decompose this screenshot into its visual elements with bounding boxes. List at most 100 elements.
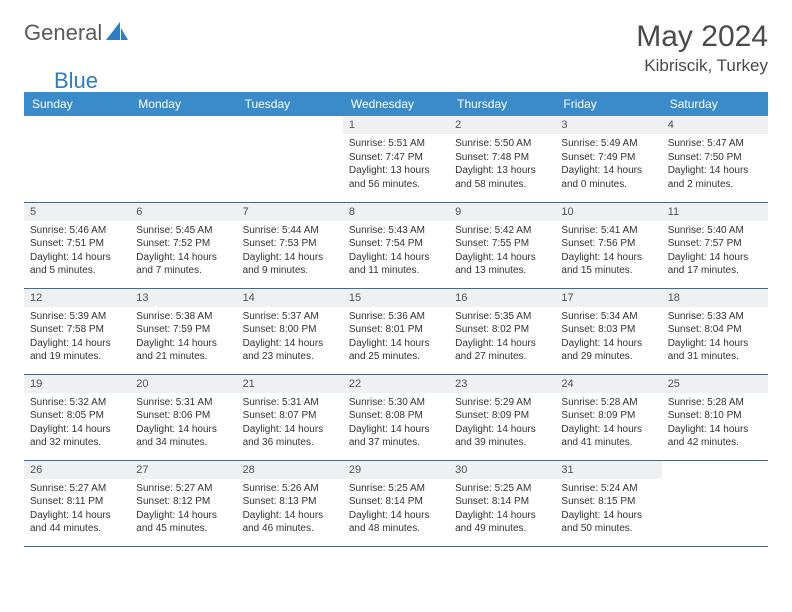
- day-info: Sunrise: 5:28 AMSunset: 8:09 PMDaylight:…: [555, 393, 661, 454]
- day-number: 18: [662, 289, 768, 307]
- calendar-cell: 11Sunrise: 5:40 AMSunset: 7:57 PMDayligh…: [662, 202, 768, 288]
- day-number: 1: [343, 116, 449, 134]
- day-header: Wednesday: [343, 92, 449, 116]
- calendar-week-row: 12Sunrise: 5:39 AMSunset: 7:58 PMDayligh…: [24, 288, 768, 374]
- calendar-cell: [130, 116, 236, 202]
- day-number: 25: [662, 375, 768, 393]
- day-info: Sunrise: 5:31 AMSunset: 8:06 PMDaylight:…: [130, 393, 236, 454]
- day-number: 26: [24, 461, 130, 479]
- calendar-cell: 9Sunrise: 5:42 AMSunset: 7:55 PMDaylight…: [449, 202, 555, 288]
- day-header: Monday: [130, 92, 236, 116]
- day-number: 29: [343, 461, 449, 479]
- day-number: 5: [24, 203, 130, 221]
- day-number: 2: [449, 116, 555, 134]
- day-number: 4: [662, 116, 768, 134]
- calendar-week-row: 5Sunrise: 5:46 AMSunset: 7:51 PMDaylight…: [24, 202, 768, 288]
- day-number: 23: [449, 375, 555, 393]
- calendar-cell: 24Sunrise: 5:28 AMSunset: 8:09 PMDayligh…: [555, 374, 661, 460]
- day-number: 15: [343, 289, 449, 307]
- calendar-week-row: 1Sunrise: 5:51 AMSunset: 7:47 PMDaylight…: [24, 116, 768, 202]
- day-number: 19: [24, 375, 130, 393]
- day-number: 16: [449, 289, 555, 307]
- day-number: 11: [662, 203, 768, 221]
- day-number: 27: [130, 461, 236, 479]
- day-info: Sunrise: 5:24 AMSunset: 8:15 PMDaylight:…: [555, 479, 661, 540]
- calendar-cell: 10Sunrise: 5:41 AMSunset: 7:56 PMDayligh…: [555, 202, 661, 288]
- day-info: Sunrise: 5:29 AMSunset: 8:09 PMDaylight:…: [449, 393, 555, 454]
- day-info: Sunrise: 5:41 AMSunset: 7:56 PMDaylight:…: [555, 221, 661, 282]
- calendar-cell: 17Sunrise: 5:34 AMSunset: 8:03 PMDayligh…: [555, 288, 661, 374]
- day-number: 9: [449, 203, 555, 221]
- logo-text-blue: Blue: [54, 68, 98, 94]
- day-info: Sunrise: 5:31 AMSunset: 8:07 PMDaylight:…: [237, 393, 343, 454]
- day-number: 7: [237, 203, 343, 221]
- title-block: May 2024 Kibriscik, Turkey: [636, 20, 768, 76]
- day-header: Friday: [555, 92, 661, 116]
- day-info: Sunrise: 5:27 AMSunset: 8:12 PMDaylight:…: [130, 479, 236, 540]
- day-info: Sunrise: 5:30 AMSunset: 8:08 PMDaylight:…: [343, 393, 449, 454]
- calendar-cell: [662, 460, 768, 546]
- day-number: 30: [449, 461, 555, 479]
- location-label: Kibriscik, Turkey: [636, 56, 768, 76]
- day-number: 13: [130, 289, 236, 307]
- day-header: Tuesday: [237, 92, 343, 116]
- day-number: 10: [555, 203, 661, 221]
- calendar-cell: [24, 116, 130, 202]
- month-title: May 2024: [636, 20, 768, 54]
- day-header: Thursday: [449, 92, 555, 116]
- calendar-cell: 14Sunrise: 5:37 AMSunset: 8:00 PMDayligh…: [237, 288, 343, 374]
- calendar-cell: 12Sunrise: 5:39 AMSunset: 7:58 PMDayligh…: [24, 288, 130, 374]
- day-info: Sunrise: 5:33 AMSunset: 8:04 PMDaylight:…: [662, 307, 768, 368]
- day-info: Sunrise: 5:36 AMSunset: 8:01 PMDaylight:…: [343, 307, 449, 368]
- calendar-cell: 30Sunrise: 5:25 AMSunset: 8:14 PMDayligh…: [449, 460, 555, 546]
- calendar-cell: 18Sunrise: 5:33 AMSunset: 8:04 PMDayligh…: [662, 288, 768, 374]
- calendar-table: SundayMondayTuesdayWednesdayThursdayFrid…: [24, 92, 768, 547]
- day-info: Sunrise: 5:25 AMSunset: 8:14 PMDaylight:…: [449, 479, 555, 540]
- calendar-cell: 1Sunrise: 5:51 AMSunset: 7:47 PMDaylight…: [343, 116, 449, 202]
- day-number: 22: [343, 375, 449, 393]
- calendar-cell: 19Sunrise: 5:32 AMSunset: 8:05 PMDayligh…: [24, 374, 130, 460]
- logo: General: [24, 20, 130, 46]
- calendar-cell: 29Sunrise: 5:25 AMSunset: 8:14 PMDayligh…: [343, 460, 449, 546]
- logo-text-general: General: [24, 20, 102, 46]
- calendar-cell: 15Sunrise: 5:36 AMSunset: 8:01 PMDayligh…: [343, 288, 449, 374]
- calendar-body: 1Sunrise: 5:51 AMSunset: 7:47 PMDaylight…: [24, 116, 768, 546]
- day-info: Sunrise: 5:49 AMSunset: 7:49 PMDaylight:…: [555, 134, 661, 195]
- calendar-week-row: 26Sunrise: 5:27 AMSunset: 8:11 PMDayligh…: [24, 460, 768, 546]
- day-info: Sunrise: 5:40 AMSunset: 7:57 PMDaylight:…: [662, 221, 768, 282]
- day-info: Sunrise: 5:37 AMSunset: 8:00 PMDaylight:…: [237, 307, 343, 368]
- calendar-cell: 6Sunrise: 5:45 AMSunset: 7:52 PMDaylight…: [130, 202, 236, 288]
- calendar-cell: 28Sunrise: 5:26 AMSunset: 8:13 PMDayligh…: [237, 460, 343, 546]
- day-number: 21: [237, 375, 343, 393]
- day-info: Sunrise: 5:51 AMSunset: 7:47 PMDaylight:…: [343, 134, 449, 195]
- calendar-cell: [237, 116, 343, 202]
- calendar-cell: 4Sunrise: 5:47 AMSunset: 7:50 PMDaylight…: [662, 116, 768, 202]
- day-info: Sunrise: 5:34 AMSunset: 8:03 PMDaylight:…: [555, 307, 661, 368]
- day-number: 12: [24, 289, 130, 307]
- day-number: 20: [130, 375, 236, 393]
- calendar-cell: 25Sunrise: 5:28 AMSunset: 8:10 PMDayligh…: [662, 374, 768, 460]
- calendar-week-row: 19Sunrise: 5:32 AMSunset: 8:05 PMDayligh…: [24, 374, 768, 460]
- day-header: Sunday: [24, 92, 130, 116]
- day-info: Sunrise: 5:32 AMSunset: 8:05 PMDaylight:…: [24, 393, 130, 454]
- calendar-cell: 16Sunrise: 5:35 AMSunset: 8:02 PMDayligh…: [449, 288, 555, 374]
- calendar-head: SundayMondayTuesdayWednesdayThursdayFrid…: [24, 92, 768, 116]
- day-number: 24: [555, 375, 661, 393]
- day-info: Sunrise: 5:45 AMSunset: 7:52 PMDaylight:…: [130, 221, 236, 282]
- calendar-cell: 27Sunrise: 5:27 AMSunset: 8:12 PMDayligh…: [130, 460, 236, 546]
- day-info: Sunrise: 5:38 AMSunset: 7:59 PMDaylight:…: [130, 307, 236, 368]
- day-info: Sunrise: 5:26 AMSunset: 8:13 PMDaylight:…: [237, 479, 343, 540]
- day-number: 17: [555, 289, 661, 307]
- day-number: 31: [555, 461, 661, 479]
- calendar-cell: 20Sunrise: 5:31 AMSunset: 8:06 PMDayligh…: [130, 374, 236, 460]
- calendar-cell: 31Sunrise: 5:24 AMSunset: 8:15 PMDayligh…: [555, 460, 661, 546]
- day-info: Sunrise: 5:44 AMSunset: 7:53 PMDaylight:…: [237, 221, 343, 282]
- day-info: Sunrise: 5:46 AMSunset: 7:51 PMDaylight:…: [24, 221, 130, 282]
- header: General May 2024 Kibriscik, Turkey: [24, 20, 768, 76]
- day-number: 6: [130, 203, 236, 221]
- calendar-cell: 13Sunrise: 5:38 AMSunset: 7:59 PMDayligh…: [130, 288, 236, 374]
- day-info: Sunrise: 5:27 AMSunset: 8:11 PMDaylight:…: [24, 479, 130, 540]
- day-info: Sunrise: 5:39 AMSunset: 7:58 PMDaylight:…: [24, 307, 130, 368]
- day-header: Saturday: [662, 92, 768, 116]
- day-info: Sunrise: 5:47 AMSunset: 7:50 PMDaylight:…: [662, 134, 768, 195]
